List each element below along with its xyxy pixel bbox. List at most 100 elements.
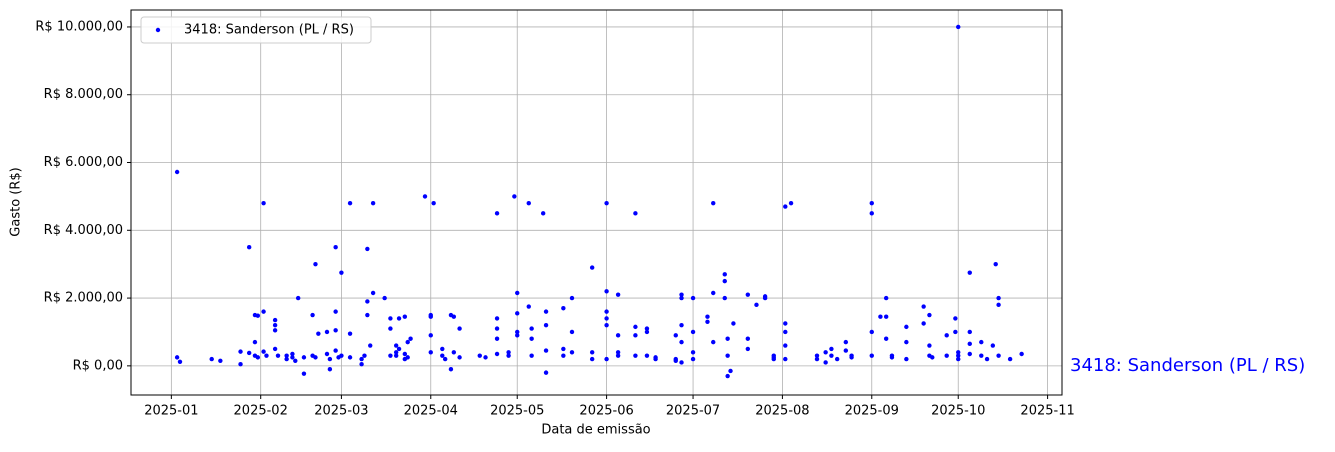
x-tick-label: 2025-06 bbox=[579, 404, 633, 419]
point bbox=[878, 314, 883, 319]
point bbox=[174, 169, 180, 175]
point bbox=[483, 355, 488, 360]
point bbox=[615, 292, 621, 297]
point bbox=[301, 371, 307, 376]
point bbox=[272, 317, 278, 323]
point bbox=[849, 355, 854, 360]
point bbox=[494, 351, 500, 357]
point bbox=[589, 350, 595, 355]
point bbox=[883, 295, 889, 301]
point bbox=[347, 200, 353, 206]
point bbox=[889, 355, 895, 360]
x-tick-label: 2025-04 bbox=[404, 404, 458, 419]
plot-frame bbox=[130, 9, 1063, 396]
point bbox=[783, 204, 788, 209]
point bbox=[359, 356, 364, 362]
point bbox=[690, 295, 696, 301]
point bbox=[754, 302, 759, 308]
point bbox=[762, 294, 768, 299]
y-tick-label: R$ 10.000,00 bbox=[35, 19, 123, 34]
point bbox=[615, 333, 621, 338]
point bbox=[393, 343, 399, 348]
point bbox=[561, 353, 566, 358]
legend-marker bbox=[155, 27, 161, 33]
point bbox=[428, 314, 433, 319]
point bbox=[633, 353, 638, 358]
point bbox=[615, 353, 621, 358]
x-tick-label: 2025-05 bbox=[490, 404, 544, 419]
point bbox=[324, 329, 330, 335]
point bbox=[722, 295, 727, 301]
x-tick-label: 2025-07 bbox=[666, 404, 720, 419]
point bbox=[333, 348, 338, 353]
point bbox=[388, 316, 393, 321]
point bbox=[339, 270, 344, 275]
point bbox=[261, 200, 266, 206]
point bbox=[218, 358, 223, 363]
point bbox=[324, 351, 330, 357]
point bbox=[442, 356, 448, 362]
point bbox=[731, 321, 736, 326]
point bbox=[944, 333, 949, 338]
point bbox=[293, 358, 298, 363]
point bbox=[967, 329, 972, 335]
point bbox=[604, 289, 609, 294]
point bbox=[327, 367, 333, 372]
point bbox=[255, 355, 261, 360]
point bbox=[673, 358, 678, 363]
point bbox=[967, 341, 972, 347]
point bbox=[451, 350, 457, 355]
point bbox=[722, 278, 727, 284]
point bbox=[711, 290, 716, 296]
point bbox=[569, 295, 575, 301]
point bbox=[823, 350, 828, 355]
point bbox=[177, 359, 183, 364]
y-tick-label: R$ 4.000,00 bbox=[44, 223, 123, 238]
point bbox=[921, 304, 926, 309]
point bbox=[515, 290, 520, 296]
point bbox=[745, 346, 751, 352]
point bbox=[275, 353, 281, 358]
point bbox=[725, 336, 730, 341]
point bbox=[272, 346, 278, 352]
point bbox=[771, 355, 776, 360]
point bbox=[333, 328, 338, 333]
point bbox=[569, 350, 575, 355]
point bbox=[428, 333, 433, 338]
point bbox=[569, 329, 575, 335]
point bbox=[953, 329, 958, 335]
point bbox=[440, 353, 445, 358]
x-tick-label: 2025-01 bbox=[144, 404, 198, 419]
point bbox=[904, 339, 909, 345]
point bbox=[679, 292, 684, 297]
point bbox=[313, 355, 318, 360]
point bbox=[238, 349, 243, 354]
point bbox=[316, 331, 321, 336]
point bbox=[272, 322, 278, 328]
point bbox=[869, 353, 874, 358]
point bbox=[996, 353, 1001, 358]
point bbox=[927, 312, 932, 318]
point bbox=[365, 299, 370, 304]
point bbox=[829, 346, 834, 352]
point bbox=[633, 324, 638, 330]
x-tick-label: 2025-08 bbox=[755, 404, 809, 419]
point bbox=[944, 353, 949, 358]
point bbox=[783, 321, 788, 326]
point bbox=[904, 356, 909, 362]
point bbox=[255, 313, 261, 318]
point bbox=[953, 316, 958, 321]
point bbox=[408, 336, 413, 341]
point bbox=[653, 356, 658, 362]
point bbox=[370, 290, 376, 296]
point bbox=[633, 333, 638, 338]
point bbox=[238, 361, 243, 367]
point bbox=[711, 200, 716, 206]
point bbox=[246, 350, 252, 356]
point bbox=[843, 348, 849, 353]
point bbox=[633, 211, 638, 216]
grid bbox=[131, 10, 1062, 395]
point bbox=[543, 348, 549, 353]
point bbox=[814, 356, 820, 362]
